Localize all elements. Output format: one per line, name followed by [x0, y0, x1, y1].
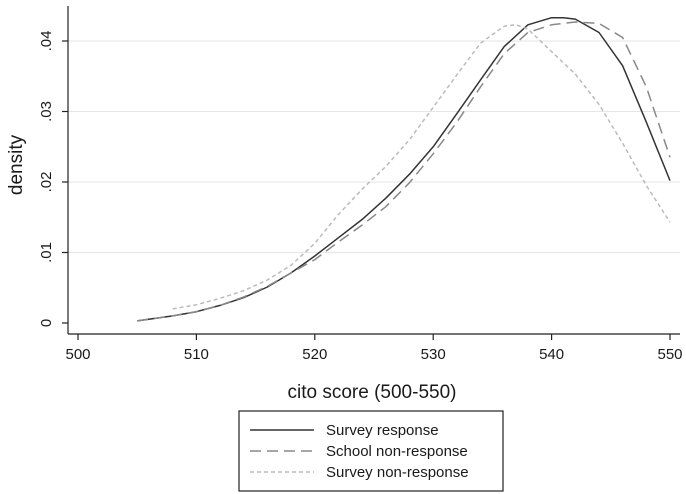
legend-label: School non-response: [326, 443, 468, 460]
y-tick-label: .01: [38, 242, 55, 263]
series-lines: [137, 16, 671, 322]
x-tick-label: 510: [184, 346, 209, 363]
legend-label: Survey response: [326, 422, 439, 439]
x-tick-label: 500: [65, 346, 90, 363]
legend: Survey response School non-response Survey…: [238, 410, 504, 492]
x-tick-label: 530: [421, 346, 446, 363]
x-tick-label: 520: [302, 346, 327, 363]
y-tick-label: 0: [38, 319, 55, 327]
x-axis-title: cito score (500-550): [288, 382, 457, 403]
grid-lines: [68, 40, 680, 253]
series-line-school-non-response: [137, 21, 671, 322]
y-tick-label: .02: [38, 172, 55, 193]
y-tick-label: .04: [38, 31, 55, 52]
x-tick-label: 540: [539, 346, 564, 363]
axes: 0 .01 .02 .03 .04 500 510 520 530 540 550: [38, 6, 683, 363]
y-tick-label: .03: [38, 101, 55, 122]
y-axis-title: density: [6, 134, 27, 195]
legend-label: Survey non-response: [326, 464, 469, 481]
x-tick-label: 550: [657, 346, 682, 363]
legend-box: [238, 410, 504, 492]
